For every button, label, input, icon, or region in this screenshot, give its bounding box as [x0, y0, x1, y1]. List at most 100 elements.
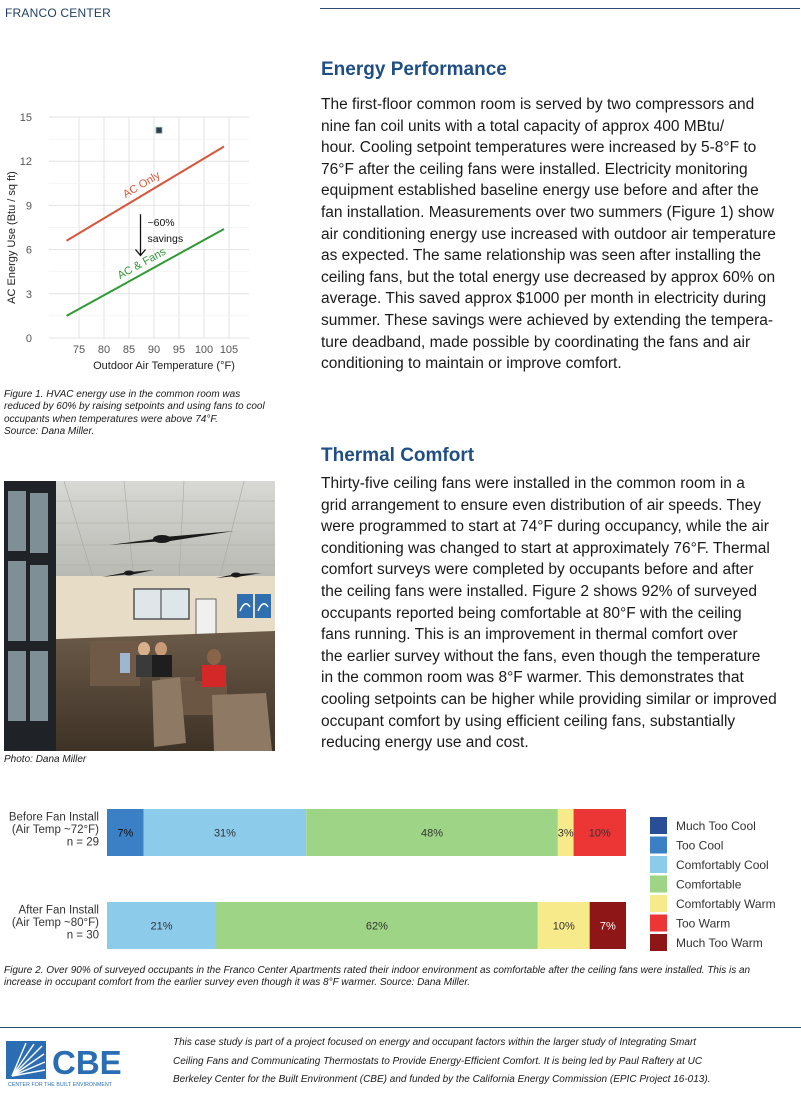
- bar-value-label: 10%: [589, 828, 611, 840]
- figure2-caption-line: increase in occupant comfort from the ea…: [4, 977, 471, 989]
- bar-value-label: 21%: [150, 921, 172, 933]
- legend-swatch: [650, 875, 667, 893]
- legend-swatch: [650, 856, 667, 873]
- y-tick-label: 12: [20, 156, 32, 168]
- bar-value-label: 3%: [558, 828, 574, 840]
- bar-segment: [143, 809, 307, 856]
- legend-swatch: [650, 934, 667, 951]
- figure2-caption: Figure 2. Over 90% of surveyed occupants…: [4, 965, 799, 990]
- comfort-line: were programmed to start at 74°F during …: [321, 518, 769, 536]
- comfort-line: cooling setpoints can be higher while pr…: [321, 690, 777, 708]
- x-tick-label: 90: [148, 344, 160, 356]
- bar-value-label: 48%: [421, 828, 443, 840]
- data-point: [155, 126, 163, 134]
- figure1-caption-line: occupants when temperatures were above 7…: [4, 413, 218, 425]
- y-tick-label: 6: [26, 245, 32, 257]
- comfort-line: fans running. This is an improvement in …: [321, 626, 738, 644]
- comfort-body: Thirty-five ceiling fans were installed …: [321, 473, 793, 754]
- legend-label: Comfortably Cool: [676, 858, 769, 872]
- footer-line: Ceiling Fans and Communicating Thermosta…: [173, 1055, 703, 1067]
- bar-segment: [107, 902, 216, 949]
- y-tick-label: 0: [26, 333, 32, 345]
- figure1-caption: Figure 1. HVAC energy use in the common …: [4, 389, 265, 439]
- category-label: Before Fan Install: [9, 812, 99, 824]
- bar-segment: [557, 809, 574, 856]
- energy-line: hour. Cooling setpoint temperatures were…: [321, 139, 757, 157]
- comfort-line: reducing energy use and cost.: [321, 734, 529, 752]
- category-label: (Air Temp ~80°F): [12, 917, 99, 929]
- comfort-line: the earlier survey without the fans, eve…: [321, 647, 761, 665]
- energy-line-chart: 0 3 6 9 12 15 75 80 85 90 95 100 105 Outdoor Air Temp…: [6, 112, 249, 372]
- footer-text: This case study is part of a project foc…: [173, 1034, 798, 1090]
- y-axis-label: AC Energy Use (Btu / sq ft): [6, 171, 18, 304]
- x-tick-label: 105: [220, 344, 238, 356]
- bar-value-label: 7%: [117, 828, 133, 840]
- bar-segment: [215, 902, 538, 949]
- footer-line: Berkeley Center for the Built Environmen…: [173, 1074, 711, 1085]
- comfort-title: Thermal Comfort: [321, 445, 475, 466]
- energy-body: The first-floor common room is served by…: [321, 94, 793, 375]
- cbe-logo: CBE CENTER FOR THE BUILT ENVIRONMENT: [6, 1041, 122, 1088]
- energy-line: air conditioning energy use increased wi…: [321, 225, 776, 243]
- bar-segment: [537, 902, 590, 949]
- comfort-stacked-bar-chart: Before Fan Install(Air Temp ~72°F)n = 29…: [9, 809, 776, 951]
- comfort-line: the ceiling fans were installed. Figure …: [321, 582, 757, 600]
- x-tick-label: 85: [123, 344, 135, 356]
- comfort-line: comfort surveys were completed by occupa…: [321, 561, 754, 579]
- legend-swatch: [650, 817, 667, 834]
- y-tick-label: 15: [20, 112, 32, 124]
- figure1-caption-line: reduced by 60% by raising setpoints and …: [4, 401, 265, 413]
- comfort-line: occupant comfort by using efficient ceil…: [321, 712, 736, 730]
- legend-swatch: [650, 836, 667, 854]
- legend-label: Comfortable: [676, 878, 742, 892]
- series-line: [66, 228, 225, 317]
- energy-line: 76°F after the ceiling fans were install…: [321, 160, 748, 178]
- bar-value-label: 7%: [600, 921, 616, 933]
- bar-segment: [589, 902, 626, 949]
- energy-line: fan installation. Measurements over two …: [321, 203, 775, 221]
- energy-line: summer. These savings were achieved by e…: [321, 311, 774, 329]
- energy-title: Energy Performance: [321, 59, 507, 80]
- x-axis-label: Outdoor Air Temperature (°F): [93, 360, 235, 372]
- savings-annotation: savings: [148, 233, 184, 245]
- x-tick-label: 80: [98, 344, 110, 356]
- energy-line: equipment established baseline energy us…: [321, 182, 759, 200]
- figure2-caption-line: Figure 2. Over 90% of surveyed occupants…: [4, 965, 751, 976]
- category-label: After Fan Install: [18, 905, 99, 917]
- y-tick-label: 3: [26, 289, 32, 301]
- savings-annotation: ~60%: [148, 217, 175, 229]
- x-tick-label: 75: [73, 344, 85, 356]
- figure1-caption-line: Source: Dana Miller.: [4, 426, 95, 438]
- common-room-photo: [4, 481, 275, 751]
- bar-segment: [573, 809, 626, 856]
- energy-line: ceiling fans, but the total energy use d…: [321, 268, 776, 286]
- savings-arrowhead: [135, 249, 146, 257]
- category-label: n = 30: [67, 930, 99, 942]
- legend-label: Much Too Cool: [676, 819, 756, 833]
- x-tick-label: 100: [195, 344, 213, 356]
- legend-label: Too Cool: [676, 839, 723, 853]
- energy-line: The first-floor common room is served by…: [321, 96, 755, 113]
- cbe-logo-subtext: CENTER FOR THE BUILT ENVIRONMENT: [8, 1082, 113, 1088]
- category-label: n = 29: [67, 837, 99, 849]
- bar-value-label: 10%: [553, 921, 575, 933]
- legend-label: Comfortably Warm: [676, 897, 776, 911]
- y-tick-label: 9: [26, 200, 32, 212]
- comfort-line: Thirty-five ceiling fans were installed …: [321, 475, 745, 492]
- footer-line: This case study is part of a project foc…: [173, 1037, 697, 1048]
- comfort-line: conditioning was changed to start at app…: [321, 539, 770, 557]
- series-line: [65, 145, 225, 242]
- comfort-line: in the common room was 8°F warmer. This …: [321, 669, 744, 687]
- legend-swatch: [650, 914, 667, 932]
- cbe-logo-text: CBE: [52, 1044, 122, 1081]
- legend-label: Too Warm: [676, 917, 730, 931]
- comfort-line: grid arrangement to ensure even distribu…: [321, 496, 761, 514]
- photo-caption: Photo: Dana Miller: [4, 754, 87, 765]
- bar-segment: [107, 809, 144, 856]
- energy-line: average. This saved approx $1000 per mon…: [321, 290, 767, 308]
- bar-segment: [306, 809, 558, 856]
- figure1-caption-line: Figure 1. HVAC energy use in the common …: [4, 389, 241, 400]
- comfort-line: occupants reported being comfortable at …: [321, 604, 742, 622]
- header-rule: [320, 8, 800, 9]
- energy-line: as expected. The same relationship was s…: [321, 247, 761, 265]
